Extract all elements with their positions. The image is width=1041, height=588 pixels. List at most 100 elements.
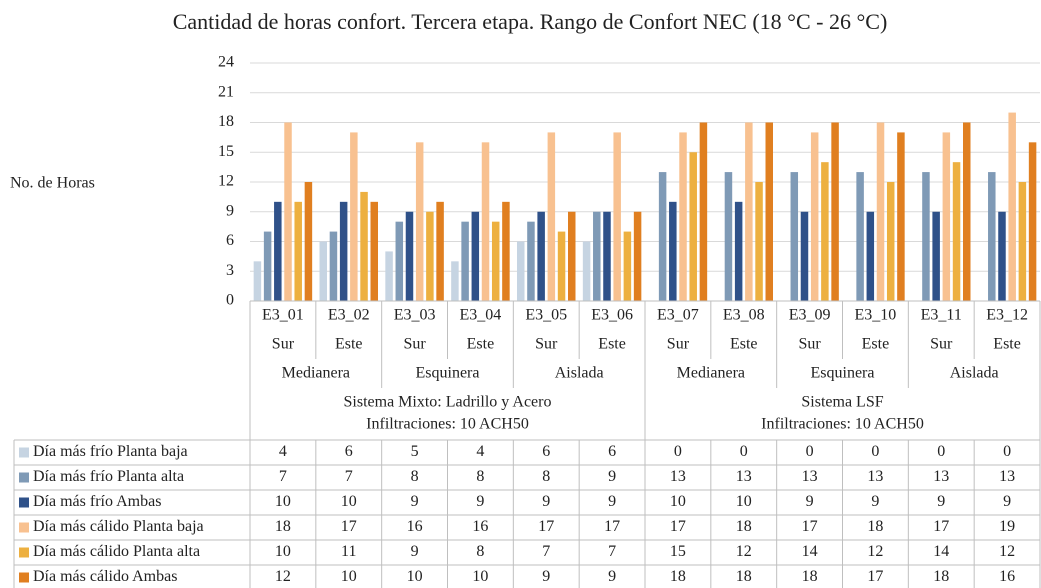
- x-tick-label: E3_08: [723, 307, 765, 324]
- x-tick-label: E3_03: [394, 307, 436, 324]
- table-value: 0: [1003, 443, 1011, 460]
- bar: [451, 261, 459, 301]
- bar: [952, 162, 961, 301]
- bar: [886, 182, 895, 301]
- bar: [1008, 112, 1016, 301]
- table-value: 18: [670, 568, 686, 585]
- table-value: 8: [411, 468, 419, 485]
- x-tick-label: E3_04: [460, 307, 502, 324]
- bar: [491, 221, 500, 301]
- bar: [800, 211, 809, 301]
- orientation-label: Sur: [930, 336, 953, 353]
- table-value: 0: [806, 443, 814, 460]
- table-value: 6: [608, 443, 616, 460]
- table-value: 16: [407, 518, 423, 535]
- bar: [568, 211, 576, 301]
- table-value: 9: [1003, 493, 1011, 510]
- system-infiltration: Infiltraciones: 10 ACH50: [366, 416, 529, 433]
- bar: [831, 122, 839, 301]
- table-value: 13: [867, 468, 883, 485]
- bar: [679, 132, 687, 301]
- bar: [755, 182, 763, 301]
- table-value: 14: [933, 543, 949, 560]
- legend-swatch: [19, 472, 29, 483]
- orientation-label: Este: [335, 336, 363, 353]
- table-value: 15: [670, 543, 686, 560]
- table-value: 18: [275, 518, 291, 535]
- x-tick-label: E3_11: [921, 307, 962, 324]
- table-value: 0: [871, 443, 879, 460]
- bar: [304, 182, 313, 301]
- y-tick-label: 24: [218, 54, 234, 71]
- bar: [481, 142, 490, 301]
- legend-swatch: [19, 522, 29, 533]
- bar: [932, 211, 940, 301]
- bar: [658, 172, 667, 301]
- orientation-label: Sur: [403, 336, 426, 353]
- orientation-label: Sur: [798, 336, 821, 353]
- bar: [613, 132, 621, 301]
- bar: [988, 172, 996, 301]
- table-value: 18: [736, 518, 752, 535]
- table-value: 4: [476, 443, 484, 460]
- table-value: 14: [802, 543, 818, 560]
- table-value: 18: [802, 568, 818, 585]
- bar: [537, 211, 545, 301]
- orientation-label: Sur: [272, 336, 295, 353]
- y-axis-label: No. de Horas: [10, 175, 95, 192]
- bar: [876, 122, 885, 301]
- x-tick-label: E3_06: [591, 307, 633, 324]
- bar: [699, 122, 708, 301]
- bar: [294, 201, 302, 301]
- legend-label: Día más cálido Planta baja: [33, 518, 204, 535]
- orientation-label: Este: [862, 336, 890, 353]
- bar: [461, 221, 469, 301]
- table-value: 10: [275, 543, 291, 560]
- bar: [471, 211, 480, 301]
- orientation-label: Este: [467, 336, 495, 353]
- legend-swatch: [19, 547, 29, 558]
- bar: [724, 172, 733, 301]
- table-value: 13: [736, 468, 752, 485]
- y-tick-label: 21: [218, 83, 234, 100]
- x-tick-label: E3_10: [855, 307, 897, 324]
- y-tick-label: 18: [218, 113, 234, 130]
- bar: [395, 221, 404, 301]
- x-tick-label: E3_02: [328, 307, 370, 324]
- table-value: 8: [476, 468, 484, 485]
- table-value: 6: [345, 443, 353, 460]
- table-value: 7: [345, 468, 353, 485]
- orientation-label: Sur: [535, 336, 558, 353]
- table-value: 17: [933, 518, 949, 535]
- bar: [669, 201, 677, 301]
- bar: [502, 201, 510, 301]
- bar: [405, 211, 414, 301]
- bar: [329, 231, 338, 301]
- table-value: 10: [670, 493, 686, 510]
- legend-swatch: [19, 447, 29, 458]
- bar: [897, 132, 905, 301]
- table-value: 13: [670, 468, 686, 485]
- group-label: Esquinera: [811, 365, 875, 382]
- bar: [856, 172, 864, 301]
- legend-label: Día más cálido Planta alta: [33, 543, 200, 560]
- table-value: 17: [604, 518, 620, 535]
- bar: [1018, 182, 1027, 301]
- table-value: 10: [275, 493, 291, 510]
- table-value: 9: [806, 493, 814, 510]
- table-value: 0: [674, 443, 682, 460]
- bar: [436, 201, 444, 301]
- table-value: 9: [542, 493, 550, 510]
- bar: [963, 122, 971, 301]
- orientation-label: Sur: [667, 336, 690, 353]
- group-label: Aislada: [555, 365, 604, 382]
- table-value: 12: [275, 568, 291, 585]
- table-value: 9: [608, 568, 616, 585]
- table-value: 17: [802, 518, 818, 535]
- bar: [284, 122, 292, 301]
- table-value: 9: [411, 543, 419, 560]
- table-value: 10: [736, 493, 752, 510]
- table-value: 11: [341, 543, 356, 560]
- table-value: 9: [608, 493, 616, 510]
- bar: [339, 201, 348, 301]
